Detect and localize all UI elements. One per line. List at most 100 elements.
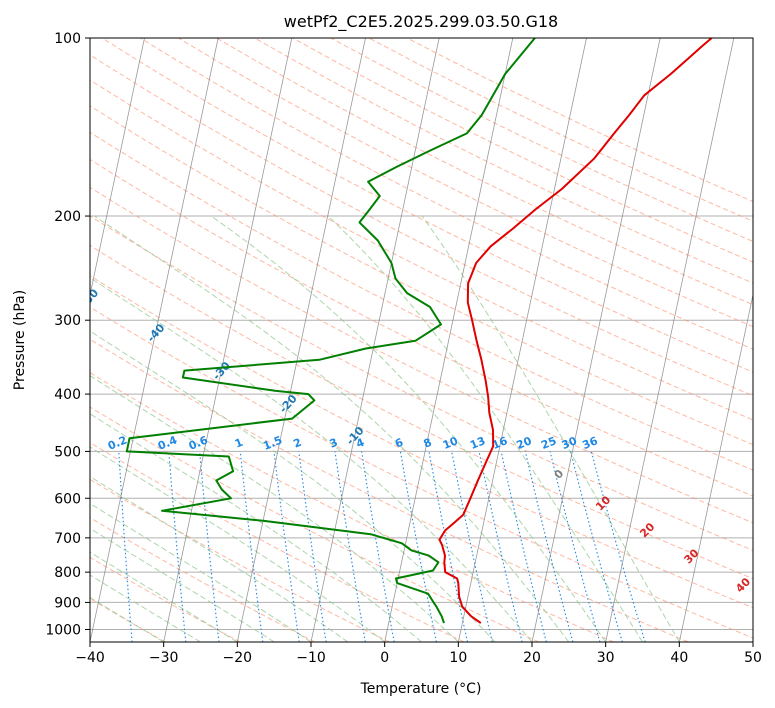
y-tick-label: 400: [54, 387, 81, 403]
isotherm-line: [384, 38, 514, 642]
moist-adiabat: [421, 215, 680, 642]
dry-adiabat: [90, 186, 753, 524]
isotherm-line: [457, 38, 587, 642]
x-axis-title: Temperature (°C): [360, 681, 482, 697]
mixing-ratio-line: [549, 451, 601, 642]
isotherms: [0, 38, 753, 642]
mixing-ratio-label: 10: [441, 434, 460, 452]
isotherm-line: [678, 292, 753, 642]
mixing-ratio-line: [500, 451, 547, 642]
mixing-ratio-line: [273, 451, 300, 642]
mixing-ratio-label: 30: [560, 434, 579, 452]
mixing-ratio-label: 13: [468, 434, 487, 452]
moist-adiabat: [90, 413, 422, 642]
moist-adiabat: [90, 596, 164, 642]
isotherm-line: [531, 38, 661, 642]
mixing-ratio-line: [428, 451, 469, 642]
x-tick-label: −10: [296, 650, 326, 666]
x-tick-label: 20: [523, 650, 541, 666]
mixing-ratio-label: 1: [233, 436, 245, 451]
dry-adiabat: [139, 38, 753, 350]
moist-adiabat: [90, 475, 349, 642]
mixing-ratio-label: 20: [515, 434, 534, 452]
isotherm-label: -50: [78, 286, 101, 310]
mixing-ratio-line: [478, 451, 523, 642]
moist-adiabat: [90, 277, 533, 642]
x-tick-label: 40: [670, 650, 688, 666]
isotherm-line: [236, 38, 366, 642]
dry-adiabat: [90, 244, 753, 580]
profiles: [125, 38, 713, 624]
mixing-ratio-line: [199, 451, 220, 642]
dry-adiabat: [90, 79, 753, 421]
isotherm-line: [90, 38, 145, 297]
isotherm-line: [605, 38, 735, 642]
y-tick-label: 200: [54, 209, 81, 225]
y-tick-label: 600: [54, 491, 81, 507]
dry-adiabat: [90, 517, 315, 642]
moist-adiabat: [90, 502, 312, 642]
isotherm-line: [310, 38, 440, 642]
y-tick-label: 300: [54, 313, 81, 329]
plot-background: [90, 38, 753, 642]
moist-adiabat: [327, 215, 643, 642]
mixing-ratio-label: 25: [539, 434, 558, 452]
x-tick-label: 50: [744, 650, 762, 666]
moist-adiabats: [90, 215, 680, 642]
isotherm-line: [0, 38, 71, 642]
dry-adiabat: [90, 406, 540, 642]
isotherm-line: [90, 38, 219, 642]
axis-ticks: −40 −30 −20 −10 0 10 20 30 40 50 100 200 300 400 500 60…: [45, 31, 762, 666]
moist-adiabat: [90, 446, 385, 642]
dewpoint-line: [125, 38, 536, 624]
mixing-ratio-label: 8: [422, 436, 434, 451]
dry-adiabat: [90, 442, 465, 642]
temperature-line: [438, 38, 713, 624]
mixing-ratio-line: [239, 451, 264, 642]
isotherm-line: [163, 38, 293, 642]
mixing-ratio-lines: [118, 451, 646, 642]
dry-adiabat: [90, 215, 753, 551]
dry-adiabat: [90, 598, 166, 642]
dry-adiabat: [90, 54, 753, 397]
y-tick-label: 100: [54, 31, 81, 47]
x-tick-label: 10: [449, 650, 467, 666]
y-tick-label: 700: [54, 531, 81, 547]
dry-adiabat: [90, 338, 689, 642]
y-axis-title: Pressure (hPa): [12, 290, 28, 390]
x-tick-label: 0: [380, 650, 389, 666]
mixing-ratio-label: 16: [490, 434, 509, 452]
dry-adiabats: [90, 38, 753, 642]
chart-title: wetPf2_C2E5.2025.299.03.50.G18: [284, 12, 558, 32]
dry-adiabat: [216, 38, 753, 306]
plot-frame: [89, 37, 754, 643]
grid: [90, 38, 753, 630]
x-tick-label: −20: [223, 650, 253, 666]
moist-adiabat: [210, 215, 607, 642]
mixing-ratio-label: 2: [291, 436, 303, 451]
moist-adiabat: [90, 330, 496, 642]
dry-adiabat: [101, 38, 753, 373]
dry-adiabat: [178, 38, 753, 328]
plot-area: 0.10.20.40.611.52346810131620253036-100-…: [0, 38, 753, 642]
x-tick-label: −40: [75, 650, 105, 666]
mixing-ratio-line: [334, 451, 366, 642]
mixing-ratio-line: [570, 451, 623, 642]
moist-adiabat: [90, 574, 201, 642]
y-tick-label: 800: [54, 565, 81, 581]
mixing-ratio-line: [451, 451, 493, 642]
isotherm-label: -60: [13, 246, 36, 270]
mixing-ratio-line: [168, 451, 187, 642]
x-tick-label: 30: [597, 650, 615, 666]
y-tick-label: 900: [54, 595, 81, 611]
mixing-ratio-label: 36: [580, 434, 599, 452]
x-tick-label: −30: [149, 650, 179, 666]
mixing-ratio-line: [524, 451, 574, 642]
mixing-ratio-line: [298, 451, 327, 642]
isotherm-line: [752, 640, 753, 642]
y-tick-label: 1000: [45, 622, 81, 638]
y-tick-label: 500: [54, 444, 81, 460]
dry-adiabat: [90, 158, 753, 497]
mixing-ratio-label: 3: [328, 436, 340, 451]
